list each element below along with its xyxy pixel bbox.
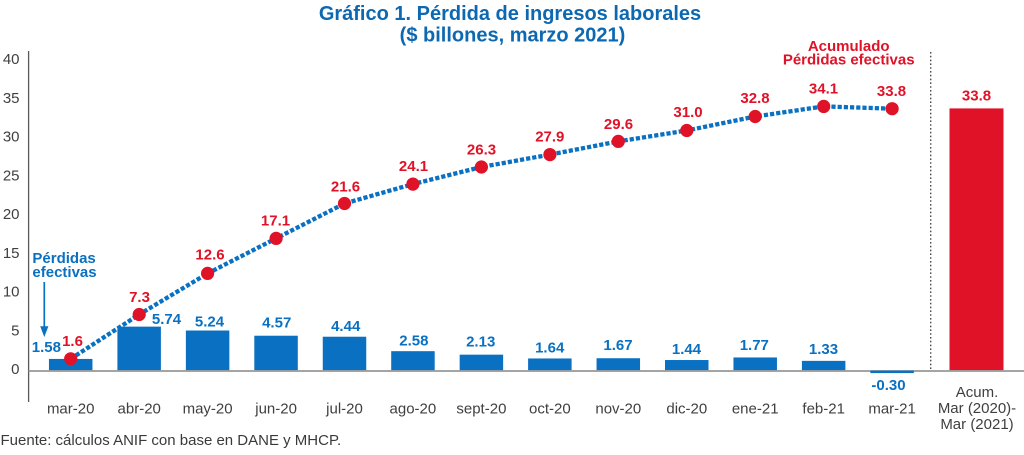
svg-text:Mar (2020)-: Mar (2020)- bbox=[938, 400, 1016, 417]
svg-text:abr-20: abr-20 bbox=[118, 401, 161, 418]
svg-text:5.74: 5.74 bbox=[152, 311, 182, 328]
svg-text:Fuente: cálculos ANIF con base: Fuente: cálculos ANIF con base en DANE y… bbox=[1, 432, 342, 449]
svg-text:1.64: 1.64 bbox=[535, 339, 565, 356]
svg-text:21.6: 21.6 bbox=[331, 179, 360, 196]
svg-text:34.1: 34.1 bbox=[809, 81, 838, 98]
svg-text:Gráfico 1. Pérdida de ingresos: Gráfico 1. Pérdida de ingresos laborales bbox=[319, 3, 701, 25]
svg-text:12.6: 12.6 bbox=[195, 247, 224, 264]
svg-text:mar-21: mar-21 bbox=[868, 401, 916, 418]
svg-text:26.3: 26.3 bbox=[467, 142, 496, 159]
svg-text:4.57: 4.57 bbox=[262, 314, 291, 331]
svg-text:2.13: 2.13 bbox=[466, 333, 495, 350]
svg-text:Acum.: Acum. bbox=[956, 384, 999, 401]
svg-text:Mar (2021): Mar (2021) bbox=[940, 416, 1013, 433]
svg-text:10: 10 bbox=[3, 284, 20, 301]
svg-text:15: 15 bbox=[3, 245, 20, 262]
svg-text:ene-21: ene-21 bbox=[732, 401, 779, 418]
svg-text:sept-20: sept-20 bbox=[456, 401, 506, 418]
svg-text:2.58: 2.58 bbox=[399, 333, 428, 350]
svg-text:jul-20: jul-20 bbox=[325, 401, 363, 418]
svg-text:25: 25 bbox=[3, 167, 20, 184]
svg-text:Pérdidas: Pérdidas bbox=[32, 250, 95, 267]
svg-text:4.44: 4.44 bbox=[331, 318, 361, 335]
svg-text:oct-20: oct-20 bbox=[529, 401, 571, 418]
svg-text:nov-20: nov-20 bbox=[595, 401, 641, 418]
svg-text:efectivas: efectivas bbox=[32, 264, 96, 281]
svg-text:1.6: 1.6 bbox=[62, 333, 83, 350]
svg-text:32.8: 32.8 bbox=[740, 90, 769, 107]
svg-text:33.8: 33.8 bbox=[877, 83, 906, 100]
svg-text:0: 0 bbox=[11, 361, 19, 378]
svg-text:5.24: 5.24 bbox=[195, 313, 225, 330]
svg-text:Acumulado: Acumulado bbox=[808, 38, 890, 55]
svg-text:29.6: 29.6 bbox=[604, 116, 633, 133]
svg-text:27.9: 27.9 bbox=[535, 129, 564, 146]
svg-text:($ billones, marzo 2021): ($ billones, marzo 2021) bbox=[400, 25, 626, 47]
svg-text:1.58: 1.58 bbox=[32, 339, 61, 356]
svg-text:1.33: 1.33 bbox=[809, 341, 838, 358]
svg-text:1.77: 1.77 bbox=[740, 337, 769, 354]
svg-text:31.0: 31.0 bbox=[673, 104, 702, 121]
svg-text:7.3: 7.3 bbox=[129, 289, 150, 306]
svg-text:mar-20: mar-20 bbox=[47, 401, 95, 418]
svg-text:5: 5 bbox=[11, 322, 19, 339]
svg-text:feb-21: feb-21 bbox=[802, 401, 845, 418]
svg-text:35: 35 bbox=[3, 90, 20, 107]
svg-text:1.44: 1.44 bbox=[672, 341, 702, 358]
svg-text:1.67: 1.67 bbox=[603, 337, 632, 354]
svg-text:-0.30: -0.30 bbox=[871, 377, 905, 394]
svg-text:17.1: 17.1 bbox=[261, 213, 290, 230]
svg-text:jun-20: jun-20 bbox=[254, 401, 297, 418]
svg-text:Pérdidas efectivas: Pérdidas efectivas bbox=[783, 52, 915, 69]
svg-text:24.1: 24.1 bbox=[399, 158, 428, 175]
svg-text:40: 40 bbox=[3, 51, 20, 68]
svg-text:20: 20 bbox=[3, 206, 20, 223]
svg-text:ago-20: ago-20 bbox=[390, 401, 437, 418]
svg-text:dic-20: dic-20 bbox=[666, 401, 707, 418]
svg-text:33.8: 33.8 bbox=[962, 87, 991, 104]
svg-text:may-20: may-20 bbox=[183, 401, 233, 418]
svg-text:30: 30 bbox=[3, 129, 20, 146]
